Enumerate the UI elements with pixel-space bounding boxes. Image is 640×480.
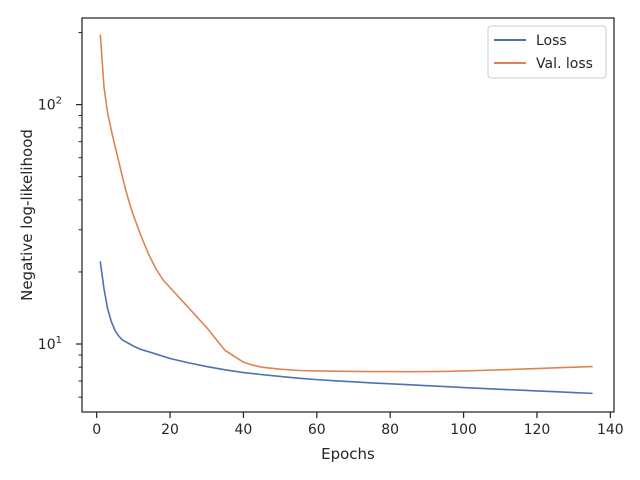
x-tick-label-40: 40: [235, 422, 253, 438]
legend: Loss Val. loss: [487, 25, 607, 79]
y-axis-label: Negative log-likelihood: [18, 129, 36, 301]
y-tick-label-10: 101: [38, 335, 62, 353]
loss-series-line: [99, 261, 593, 395]
x-axis-label: Epochs: [321, 445, 375, 463]
legend-label-val-loss: Val. loss: [536, 56, 593, 72]
axis-layer: 0 20 40 60 80 100 120 140 101 102: [38, 32, 624, 438]
plot-frame: [81, 17, 615, 413]
x-tick-label-120: 120: [524, 422, 551, 438]
x-tick-label-100: 100: [450, 422, 477, 438]
y-tick-label-100: 102: [38, 96, 62, 114]
x-tick-label-20: 20: [161, 422, 179, 438]
x-tick-label-0: 0: [92, 422, 101, 438]
x-tick-label-140: 140: [597, 422, 624, 438]
series-layer: [99, 34, 593, 395]
plot-area: [82, 18, 614, 412]
val-loss-series-line: [99, 34, 593, 373]
x-tick-label-80: 80: [381, 422, 399, 438]
x-tick-label-60: 60: [308, 422, 326, 438]
legend-label-loss: Loss: [536, 33, 567, 49]
